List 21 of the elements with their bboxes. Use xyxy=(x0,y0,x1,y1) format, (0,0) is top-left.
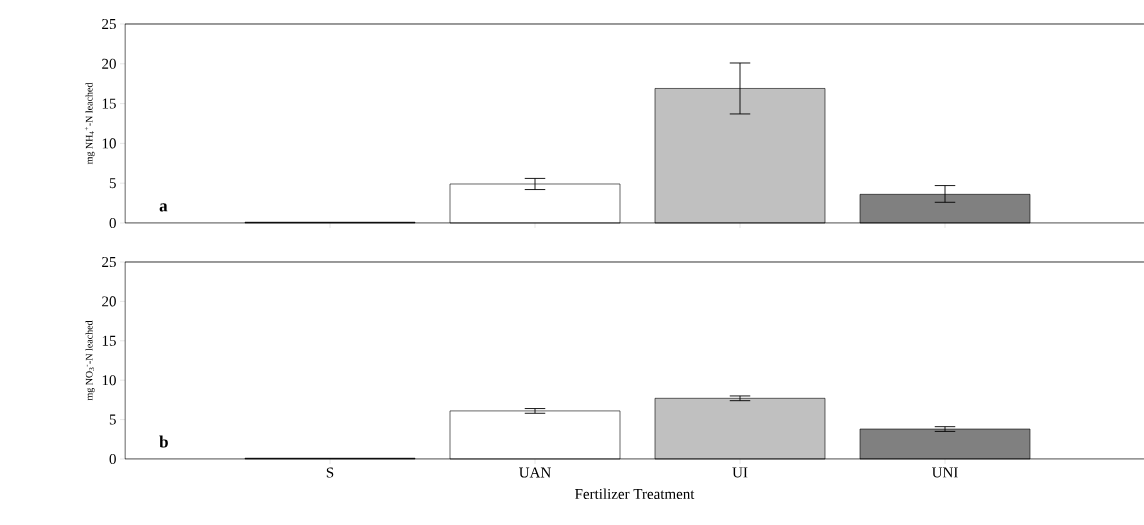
y-tick-label: 5 xyxy=(109,178,116,189)
x-axis-title: Fertilizer Treatment xyxy=(575,488,695,500)
x-tick-label: UNI xyxy=(931,467,958,478)
y-tick-label: 5 xyxy=(109,414,116,425)
y-axis-title: mg NO$_{3}$$^{-}$-N leached xyxy=(85,320,95,401)
y-axis-title: mg NH$_{4}$$^{+}$-N leached xyxy=(84,82,95,165)
y-tick-label: 0 xyxy=(109,217,116,229)
y-tick-label: 15 xyxy=(102,335,116,346)
y-tick-label: 20 xyxy=(102,296,116,307)
annotation: b xyxy=(159,435,168,448)
y-tick-label: 10 xyxy=(102,138,116,149)
x-tick-label: S xyxy=(326,467,334,478)
y-tick-label: 20 xyxy=(102,58,116,69)
y-tick-label: 0 xyxy=(109,453,116,465)
x-tick-label: UI xyxy=(732,467,748,478)
y-tick-label: 15 xyxy=(102,98,116,109)
annotation: a xyxy=(159,203,168,212)
y-tick-label: 25 xyxy=(102,256,116,268)
x-tick-label: UAN xyxy=(519,467,551,478)
y-tick-label: 25 xyxy=(102,18,116,30)
y-tick-label: 10 xyxy=(102,375,116,386)
